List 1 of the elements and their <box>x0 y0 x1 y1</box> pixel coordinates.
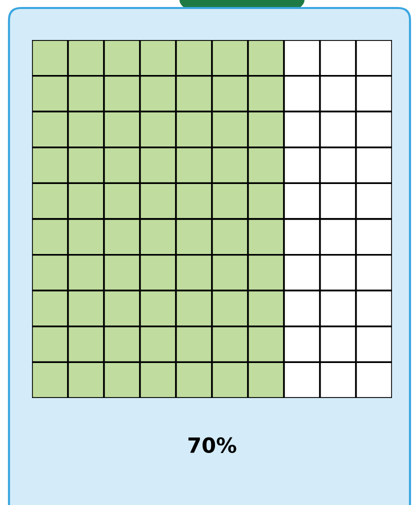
data-label: 70% <box>188 437 236 454</box>
